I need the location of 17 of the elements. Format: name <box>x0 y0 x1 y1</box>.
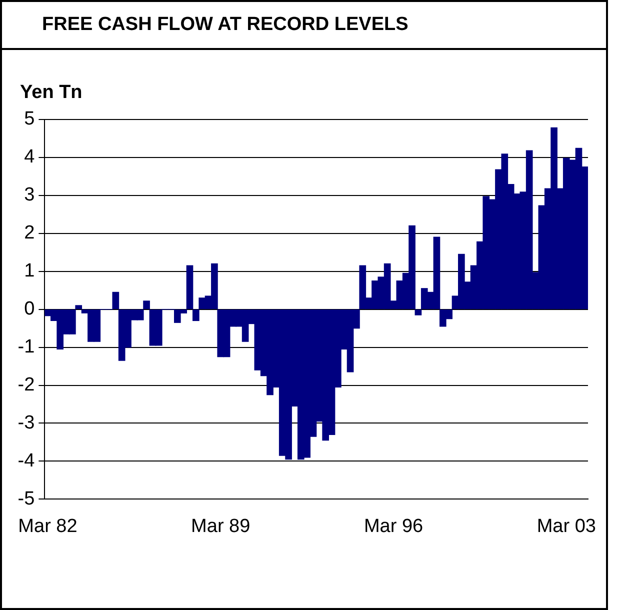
y-tick-label: -4 <box>18 450 36 472</box>
x-tick-label: Mar 03 <box>536 516 596 537</box>
y-tick-label: -2 <box>18 374 35 396</box>
y-tick-label: 0 <box>24 298 35 320</box>
y-tick-label: -1 <box>18 336 35 358</box>
y-tick-label: 4 <box>24 146 36 168</box>
x-tick-label: Mar 82 <box>18 516 78 537</box>
y-axis-title: Yen Tn <box>20 82 82 104</box>
y-tick-label: 5 <box>24 108 35 130</box>
x-tick-label: Mar 96 <box>364 516 424 537</box>
y-tick-label: 1 <box>24 260 35 282</box>
x-tick-label: Mar 89 <box>191 516 250 537</box>
y-tick-label: 3 <box>24 184 35 206</box>
y-tick-label: 2 <box>24 222 35 244</box>
y-tick-label: -3 <box>18 412 35 434</box>
y-tick-label: -5 <box>18 488 35 510</box>
chart-title: FREE CASH FLOW AT RECORD LEVELS <box>2 2 606 50</box>
